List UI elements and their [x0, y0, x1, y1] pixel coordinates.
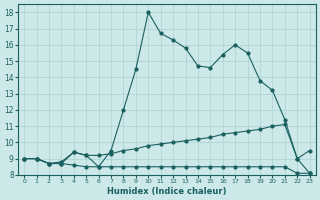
X-axis label: Humidex (Indice chaleur): Humidex (Indice chaleur) — [107, 187, 227, 196]
